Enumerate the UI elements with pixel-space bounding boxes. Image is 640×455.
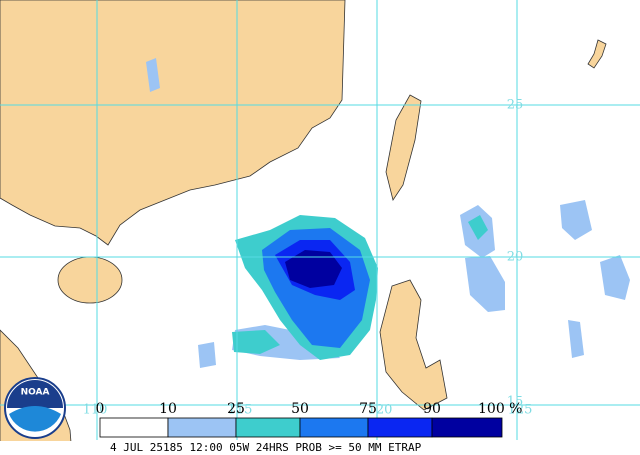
legend-label: 100 %	[478, 401, 522, 417]
legend-label: 75	[359, 401, 377, 417]
legend-swatch	[235, 417, 301, 438]
graticule	[0, 0, 640, 440]
lon-label: 110	[83, 403, 108, 418]
land	[0, 0, 607, 455]
legend-swatch	[99, 417, 169, 438]
legend-swatch	[167, 417, 237, 438]
lon-label: 120	[368, 403, 393, 418]
caption: 4 JUL 25185 12:00 05W 24HRS PROB >= 50 M…	[110, 441, 422, 454]
legend-label: 0	[96, 401, 105, 417]
legend-swatch	[299, 417, 369, 438]
lat-label: 15	[507, 395, 524, 410]
legend-label: 10	[159, 401, 177, 417]
noaa-logo: NOAA	[4, 377, 66, 439]
legend-swatch	[431, 417, 503, 438]
legend: 0 10 25 50 75 90 100 %	[96, 401, 522, 438]
legend-label: 25	[227, 401, 245, 417]
lon-label: 125	[508, 403, 533, 418]
lat-label: 25	[507, 98, 524, 113]
legend-label: 90	[423, 401, 441, 417]
legend-swatch	[367, 417, 433, 438]
lon-label: 115	[228, 403, 253, 418]
legend-label: 50	[291, 401, 309, 417]
logo-text: NOAA	[21, 388, 50, 398]
lat-label: 20	[507, 250, 524, 265]
precip-areas	[146, 58, 630, 368]
caption-bar	[0, 441, 640, 455]
